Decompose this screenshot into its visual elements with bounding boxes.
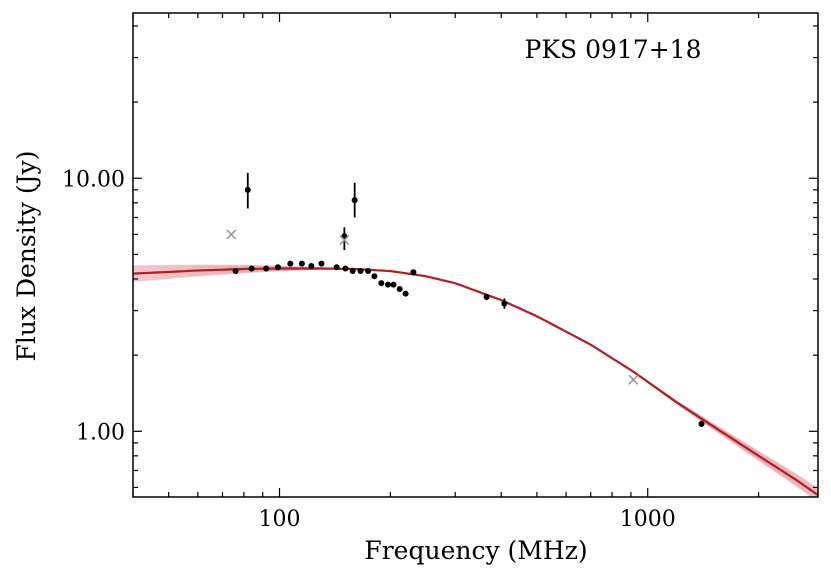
excluded-point <box>339 234 350 246</box>
data-point <box>357 268 364 275</box>
error-bar-point <box>698 420 705 427</box>
x-axis-label: Frequency (MHz) <box>364 536 587 565</box>
data-point <box>333 264 340 271</box>
data-point <box>248 265 255 272</box>
excluded-point-stroke <box>226 229 237 240</box>
error-bar-point <box>501 298 508 309</box>
best-fit-layer <box>133 267 818 496</box>
x-tick-label: 1000 <box>620 507 676 532</box>
excluded-point-stroke <box>628 374 639 385</box>
data-point <box>378 280 385 287</box>
error-bar-point <box>244 172 251 209</box>
data-point <box>274 264 281 271</box>
excluded-point <box>226 229 237 240</box>
x-tick-label: 100 <box>259 507 301 532</box>
model-sample-curve <box>133 267 818 497</box>
data-point <box>402 290 409 297</box>
data-point <box>318 260 325 267</box>
error-bar-point <box>351 182 358 218</box>
excluded-point <box>628 374 639 385</box>
data-points-layer <box>226 172 705 427</box>
data-point <box>298 260 305 267</box>
best-fit-curve <box>133 267 818 496</box>
y-axis-label: Flux Density (Jy) <box>12 150 41 361</box>
data-point <box>396 286 403 293</box>
data-point <box>244 186 251 193</box>
excluded-point-stroke <box>339 234 350 246</box>
data-point <box>263 265 270 272</box>
model-sample-curves <box>133 264 818 497</box>
data-point <box>371 273 378 280</box>
data-point <box>384 281 391 288</box>
model-sample-curve <box>133 266 818 493</box>
data-point <box>351 197 358 204</box>
y-tick-label: 1.00 <box>76 420 125 445</box>
error-bar-point <box>483 293 490 301</box>
model-sample-curve <box>133 267 818 494</box>
model-sample-curve <box>133 267 818 497</box>
y-tick-label: 10.00 <box>62 167 125 192</box>
model-sample-curve <box>133 267 818 497</box>
data-point <box>287 260 294 267</box>
data-point <box>483 293 490 300</box>
chart-title: PKS 0917+18 <box>525 35 702 64</box>
data-point <box>501 300 508 307</box>
model-sample-curve <box>133 267 818 496</box>
model-sample-curve <box>133 267 817 497</box>
data-point <box>349 268 356 275</box>
model-sample-curve <box>133 265 818 491</box>
data-point <box>365 268 372 275</box>
model-sample-curve <box>133 267 814 497</box>
data-point <box>308 263 315 270</box>
data-point <box>232 268 239 275</box>
data-point <box>390 281 397 288</box>
model-sample-curve <box>133 265 818 492</box>
data-point <box>342 265 349 272</box>
axes: 100 1000 1.00 10.00 <box>62 12 819 532</box>
data-point <box>698 420 705 427</box>
model-sample-curve <box>133 264 818 490</box>
data-point <box>410 269 417 276</box>
model-sample-curve <box>133 267 815 497</box>
